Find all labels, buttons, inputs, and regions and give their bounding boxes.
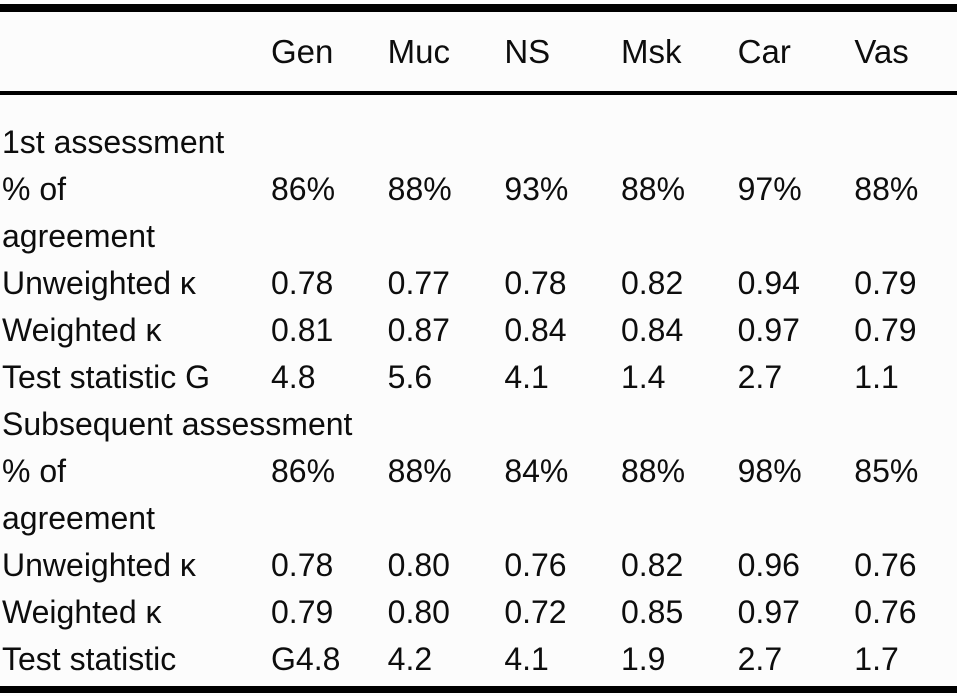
row-label-test-statistic-1: Test statistic G: [2, 359, 211, 395]
column-header-vas: Vas: [854, 32, 909, 70]
data-cell: 88%: [387, 453, 452, 489]
data-cell: 88%: [854, 171, 919, 207]
data-cell: 97%: [737, 171, 802, 207]
table-row-test-statistic-1: Test statistic G 4.8 5.6 4.1 1.4 2.7 1.1: [0, 354, 957, 401]
data-cell: 86%: [271, 453, 336, 489]
table-row-pct-agreement-1: % of agreement 86% 88% 93% 88% 97% 88%: [0, 166, 957, 260]
row-label-unweighted-kappa-2: Unweighted κ: [2, 547, 196, 583]
data-cell: 85%: [854, 453, 919, 489]
row-label-weighted-kappa-2: Weighted κ: [2, 594, 162, 630]
row-label-pct-agreement-1: % of agreement: [2, 171, 155, 254]
data-cell: 0.78: [271, 547, 334, 583]
data-cell: 0.84: [620, 312, 684, 348]
data-cell: 1.4: [620, 359, 666, 395]
table-row-unweighted-kappa-1: Unweighted κ 0.78 0.77 0.78 0.82 0.94 0.…: [0, 260, 957, 307]
table-row-pct-agreement-2: % of agreement 86% 88% 84% 88% 98% 85%: [0, 448, 957, 542]
data-cell: 93%: [504, 171, 569, 207]
data-cell: 1.9: [620, 641, 666, 677]
table-row-weighted-kappa-2: Weighted κ 0.79 0.80 0.72 0.85 0.97 0.76: [0, 589, 957, 636]
data-cell: 0.97: [737, 594, 800, 630]
data-cell: 0.80: [387, 594, 450, 630]
data-cell: 0.76: [854, 594, 917, 630]
data-cell: 0.78: [271, 265, 334, 301]
data-cell: 0.82: [620, 547, 684, 583]
data-cell: 86%: [271, 171, 336, 207]
table-row-weighted-kappa-1: Weighted κ 0.81 0.87 0.84 0.84 0.97 0.79: [0, 307, 957, 354]
data-cell: 98%: [737, 453, 802, 489]
data-cell: 0.76: [504, 547, 567, 583]
data-cell: 0.85: [620, 594, 684, 630]
data-cell: 0.96: [737, 547, 800, 583]
section-title-1st-assessment: 1st assessment: [2, 124, 225, 160]
table-header-rule: [0, 91, 957, 95]
column-header-muc: Muc: [387, 32, 450, 70]
data-cell: 4.2: [387, 641, 433, 677]
data-cell: 88%: [620, 171, 686, 207]
table-row-unweighted-kappa-2: Unweighted κ 0.78 0.80 0.76 0.82 0.96 0.…: [0, 542, 957, 589]
data-cell: 2.7: [737, 359, 783, 395]
table-row-test-statistic-2: Test statistic G4.8 4.2 4.1 1.9 2.7 1.7: [0, 636, 957, 683]
data-cell: 2.7: [737, 641, 783, 677]
data-cell: G4.8: [271, 641, 341, 677]
column-header-car: Car: [737, 32, 791, 70]
data-cell: 0.81: [271, 312, 334, 348]
column-header-gen: Gen: [271, 32, 334, 70]
table-top-rule: [0, 4, 957, 12]
row-label-pct-agreement-2: % of agreement: [2, 453, 155, 536]
data-cell: 0.87: [387, 312, 450, 348]
data-cell: 4.1: [504, 641, 549, 677]
data-cell: 4.8: [271, 359, 316, 395]
data-cell: 88%: [387, 171, 452, 207]
table-column-header-row: Gen Muc NS Msk Car Vas: [0, 12, 957, 91]
agreement-statistics-table: 1st assessment % of agreement 86% 88% 93…: [0, 105, 957, 683]
data-cell: 0.79: [271, 594, 334, 630]
data-cell: 84%: [504, 453, 569, 489]
data-cell: 1.7: [854, 641, 899, 677]
table-bottom-rule: [0, 686, 957, 693]
data-cell: 0.84: [504, 312, 567, 348]
data-cell: 4.1: [504, 359, 549, 395]
data-cell: 0.78: [504, 265, 567, 301]
data-cell: 0.76: [854, 547, 917, 583]
data-cell: 5.6: [387, 359, 433, 395]
column-header-msk: Msk: [620, 32, 682, 70]
data-cell: 0.72: [504, 594, 567, 630]
data-cell: 0.79: [854, 265, 917, 301]
row-label-weighted-kappa-1: Weighted κ: [2, 312, 162, 348]
section-title-subsequent-assessment: Subsequent assessment: [2, 406, 353, 442]
data-cell: 0.82: [620, 265, 684, 301]
data-cell: 0.94: [737, 265, 800, 301]
data-cell: 0.80: [387, 547, 450, 583]
data-cell: 88%: [620, 453, 686, 489]
row-label-unweighted-kappa-1: Unweighted κ: [2, 265, 196, 301]
section-row-1st-assessment: 1st assessment: [0, 105, 957, 166]
data-cell: 1.1: [854, 359, 899, 395]
data-cell: 0.97: [737, 312, 800, 348]
data-cell: 0.79: [854, 312, 917, 348]
section-row-subsequent-assessment: Subsequent assessment: [0, 401, 957, 448]
column-header-ns: NS: [504, 32, 551, 70]
row-label-test-statistic-2: Test statistic: [2, 641, 177, 677]
data-cell: 0.77: [387, 265, 450, 301]
